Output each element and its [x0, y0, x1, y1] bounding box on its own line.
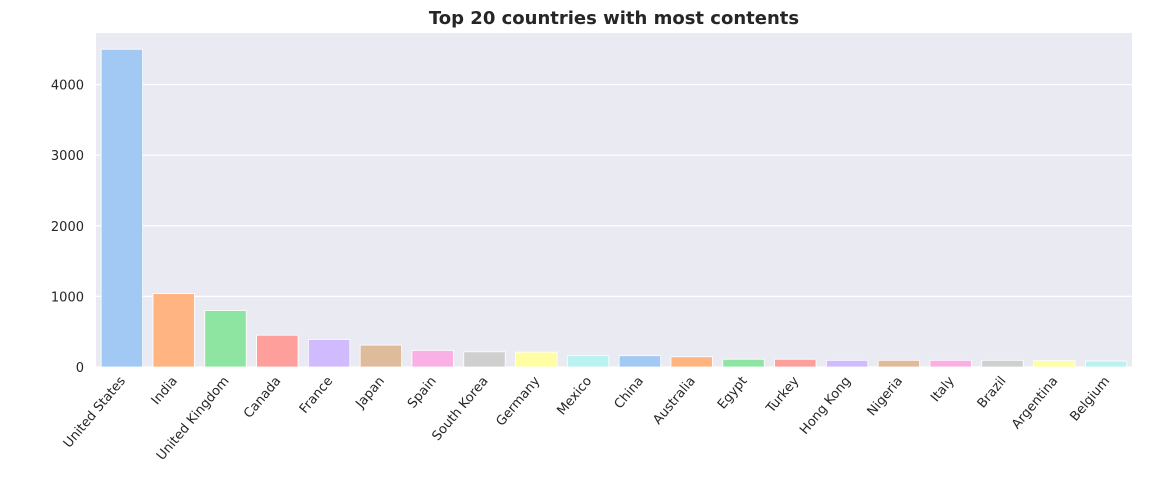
chart-title: Top 20 countries with most contents	[429, 8, 799, 29]
x-tick-label: United States	[61, 374, 129, 451]
bar-brazil	[981, 359, 1024, 368]
x-tick-label: Mexico	[554, 374, 595, 418]
x-tick-label: Turkey	[763, 374, 803, 417]
x-tick-label: Germany	[493, 374, 543, 430]
plot-area	[96, 33, 1132, 367]
bar-egypt	[722, 358, 765, 368]
y-tick-label: 2000	[51, 220, 84, 235]
bar-india	[152, 293, 195, 368]
x-tick-label: Argentina	[1009, 374, 1061, 432]
y-tick-label: 0	[76, 361, 84, 376]
bar-germany	[515, 351, 558, 368]
x-tick-label: Australia	[650, 374, 698, 428]
bar-united-kingdom	[204, 310, 247, 368]
bar-france	[307, 339, 351, 368]
x-tick-label: Brazil	[975, 374, 1010, 411]
bar-hong-kong	[825, 359, 869, 368]
bar-canada	[256, 334, 299, 368]
y-tick-label: 1000	[51, 290, 84, 305]
bar-united-states	[100, 48, 144, 368]
bars	[100, 48, 1128, 368]
bar-china	[618, 355, 662, 368]
bar-belgium	[1084, 360, 1128, 368]
bar-south-korea	[463, 351, 506, 368]
y-axis-ticks: 0 1000 2000 3000 4000	[51, 79, 84, 376]
x-tick-label: Italy	[928, 374, 958, 405]
bar-spain	[411, 350, 454, 368]
bar-italy	[929, 359, 972, 368]
bar-australia	[670, 356, 713, 368]
x-tick-label: Nigeria	[865, 374, 906, 419]
x-tick-label: Hong Kong	[797, 374, 854, 438]
y-tick-label: 3000	[51, 149, 84, 164]
x-tick-label: France	[297, 374, 336, 417]
x-tick-label: Belgium	[1067, 374, 1113, 424]
x-tick-label: Canada	[241, 374, 284, 422]
bar-turkey	[774, 358, 817, 368]
bar-japan	[359, 344, 403, 368]
x-tick-label: China	[612, 374, 647, 412]
x-tick-label: India	[149, 374, 181, 408]
x-tick-label: Spain	[405, 374, 440, 411]
bar-mexico	[566, 355, 610, 368]
y-tick-label: 4000	[51, 79, 84, 94]
bar-nigeria	[877, 359, 921, 368]
x-tick-label: Japan	[353, 374, 388, 412]
bar-argentina	[1033, 360, 1076, 368]
x-tick-label: Egypt	[715, 374, 751, 412]
